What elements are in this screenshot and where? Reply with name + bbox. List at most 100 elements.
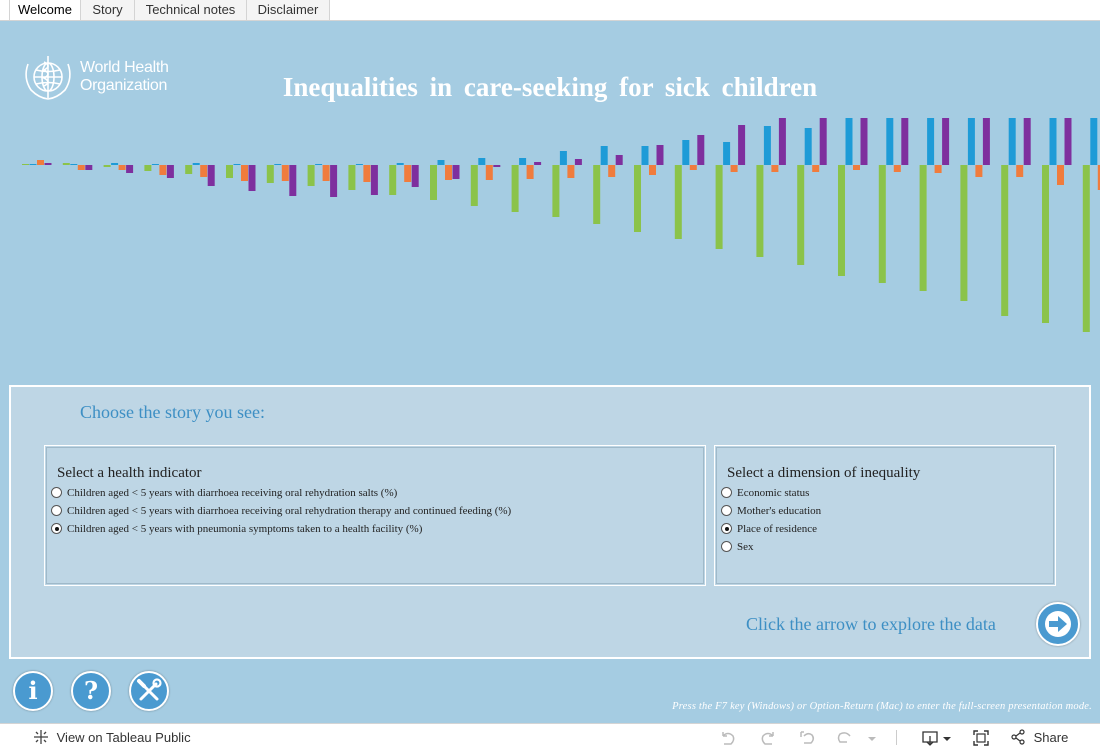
tab-disclaimer[interactable]: Disclaimer	[247, 0, 330, 20]
chart-bar	[771, 165, 779, 172]
chart-bar	[860, 118, 868, 165]
download-dropdown-icon[interactable]	[938, 728, 958, 748]
chart-bar	[330, 165, 338, 197]
download-icon[interactable]	[920, 728, 940, 748]
chart-bar	[233, 164, 241, 165]
chart-bar	[804, 128, 812, 165]
view-on-tableau-label: View on Tableau Public	[56, 730, 191, 745]
chart-bar	[567, 165, 575, 178]
tab-welcome[interactable]: Welcome	[9, 0, 81, 20]
tools-button[interactable]	[129, 671, 169, 711]
story-tab-bar: Welcome Story Technical notes Disclaimer	[0, 0, 1100, 21]
share-button[interactable]: Share	[1010, 724, 1068, 751]
chart-bar	[886, 118, 894, 165]
indicator-option-label: Children aged < 5 years with pneumonia s…	[67, 523, 423, 535]
chart-bar	[355, 164, 363, 165]
tableau-toolbar: View on Tableau Public Share	[0, 723, 1100, 751]
chart-bar	[126, 165, 134, 173]
chart-bar	[192, 163, 200, 165]
chart-bar	[1049, 118, 1057, 165]
chart-bar	[600, 146, 608, 165]
chart-bar	[470, 165, 478, 206]
explore-hint: Click the arrow to explore the data	[746, 614, 996, 634]
chart-bar	[166, 165, 174, 178]
chart-bar	[812, 165, 820, 172]
redo-icon[interactable]	[758, 728, 778, 748]
page-title: Inequalities in care-seeking for sick ch…	[282, 72, 818, 102]
refresh-dropdown-icon[interactable]	[862, 728, 882, 748]
indicator-box-title: Select a health indicator	[57, 465, 202, 481]
chart-bar	[723, 142, 731, 165]
chart-bar	[370, 165, 378, 195]
chart-bar	[526, 165, 534, 179]
chart-bar	[315, 164, 323, 165]
radio-button[interactable]	[721, 487, 732, 498]
chart-bar	[478, 158, 486, 165]
tab-story[interactable]: Story	[81, 0, 135, 20]
info-icon: i	[28, 676, 38, 705]
dimension-option[interactable]: Sex	[721, 539, 754, 557]
story-heading: Choose the story you see:	[80, 402, 265, 422]
fullscreen-icon[interactable]	[971, 728, 991, 748]
fullscreen-hint: Press the F7 key (Windows) or Option-Ret…	[672, 701, 1092, 712]
help-button[interactable]: ?	[71, 671, 111, 711]
chart-bar	[248, 165, 256, 191]
chart-bar	[641, 146, 649, 165]
dimension-option-label: Mother's education	[737, 505, 822, 517]
chart-bar	[608, 165, 616, 177]
radio-button[interactable]	[51, 505, 62, 516]
chart-bar	[1001, 165, 1009, 316]
radio-button[interactable]	[721, 505, 732, 516]
radio-button[interactable]	[51, 523, 62, 534]
chart-bar	[29, 164, 37, 165]
chart-bar	[689, 165, 697, 170]
chart-bar	[307, 165, 315, 186]
dimension-box	[714, 445, 1056, 586]
chart-bar	[437, 160, 445, 165]
dimension-option[interactable]: Economic status	[721, 485, 809, 503]
chart-bar	[511, 165, 519, 212]
who-logo-text: World Health Organization	[80, 59, 169, 95]
chart-bar	[552, 165, 560, 217]
view-on-tableau-link[interactable]: View on Tableau Public	[33, 724, 191, 751]
chart-bar	[715, 165, 723, 249]
next-arrow-button[interactable]	[1036, 602, 1080, 646]
chart-bar	[975, 165, 983, 177]
chart-bar	[559, 151, 567, 165]
undo-icon[interactable]	[718, 728, 738, 748]
chart-bar	[838, 165, 845, 276]
radio-button[interactable]	[51, 487, 62, 498]
dimension-option-label: Place of residence	[737, 523, 818, 535]
chart-bar	[430, 165, 437, 200]
chart-bar	[845, 118, 853, 165]
chart-bar	[404, 165, 412, 182]
chart-bar	[289, 165, 297, 196]
refresh-icon[interactable]	[834, 728, 854, 748]
revert-icon[interactable]	[798, 728, 818, 748]
chart-bar	[363, 165, 371, 182]
info-button[interactable]: i	[13, 671, 53, 711]
dimension-option[interactable]: Place of residence	[721, 521, 817, 539]
dimension-option-label: Economic status	[737, 487, 810, 499]
indicator-option[interactable]: Children aged < 5 years with diarrhoea r…	[51, 503, 511, 521]
chart-bar	[103, 165, 111, 167]
indicator-option-label: Children aged < 5 years with diarrhoea r…	[67, 487, 398, 499]
chart-bar	[982, 118, 990, 165]
chart-bar	[241, 165, 248, 181]
chart-bar	[200, 165, 208, 177]
who-logo-line2: Organization	[80, 77, 168, 94]
indicator-option[interactable]: Children aged < 5 years with diarrhoea r…	[51, 485, 397, 503]
chart-bar	[411, 165, 419, 187]
who-logo-line1: World Health	[80, 59, 169, 76]
indicator-option[interactable]: Children aged < 5 years with pneumonia s…	[51, 521, 422, 539]
chart-bar	[819, 118, 827, 165]
chart-bar	[593, 165, 601, 224]
chart-bar	[1097, 165, 1100, 190]
tab-technical-notes[interactable]: Technical notes	[135, 0, 247, 20]
chart-bar	[144, 165, 152, 171]
radio-button[interactable]	[721, 523, 732, 534]
radio-button[interactable]	[721, 541, 732, 552]
chart-bar	[37, 160, 44, 165]
dimension-option[interactable]: Mother's education	[721, 503, 821, 521]
chart-bar	[1042, 165, 1049, 323]
